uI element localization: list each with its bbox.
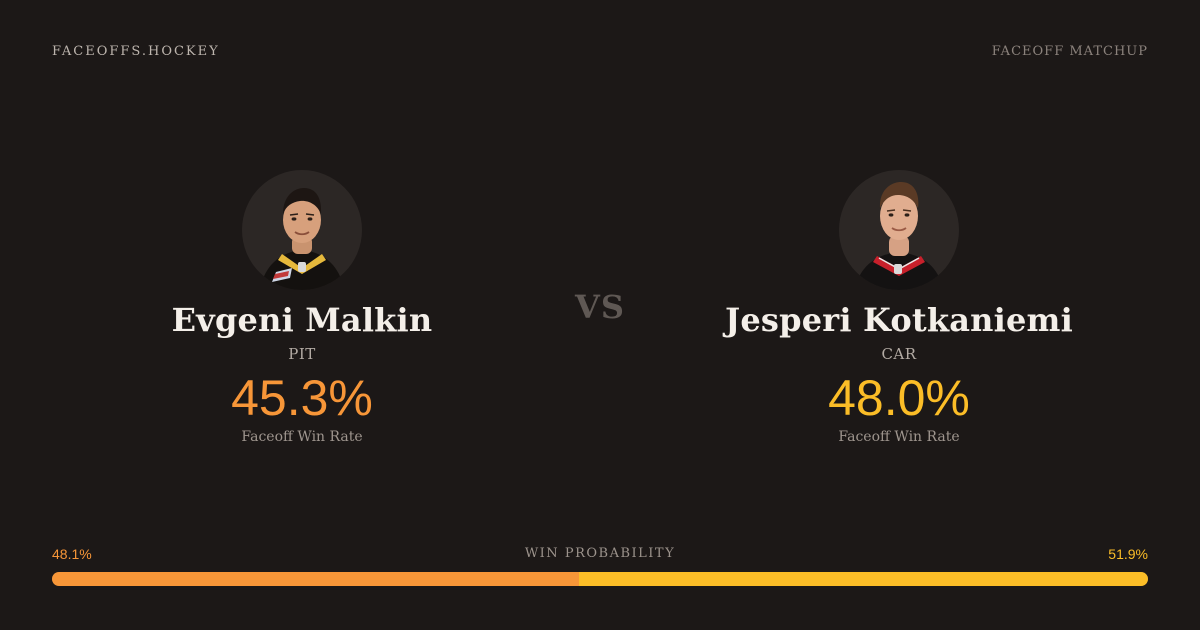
player-headshot-icon: [855, 182, 943, 290]
win-probability-title: WIN PROBABILITY: [524, 546, 676, 561]
faceoff-rate-left: 45.3%: [231, 370, 373, 426]
player-card-left: Evgeni Malkin PIT 45.3% Faceoff Win Rate: [92, 170, 512, 446]
page-label: FACEOFF MATCHUP: [991, 44, 1148, 59]
win-probability-bar-left: [52, 572, 580, 586]
faceoff-rate-right: 48.0%: [828, 370, 970, 426]
win-probability-bar-right: [579, 572, 1148, 586]
win-probability-left: 48.1%: [52, 546, 92, 562]
vs-label: VS: [575, 288, 625, 326]
win-probability-bar: [52, 572, 1148, 586]
win-probability-right: 51.9%: [1108, 546, 1148, 562]
site-brand[interactable]: FACEOFFS.HOCKEY: [52, 44, 220, 59]
player-name-left: Evgeni Malkin: [171, 301, 433, 339]
player-headshot-icon: [260, 188, 344, 290]
player-name-right: Jesperi Kotkaniemi: [725, 301, 1073, 339]
player-team-left: PIT: [288, 345, 316, 363]
player-card-right: Jesperi Kotkaniemi CAR 48.0% Faceoff Win…: [689, 170, 1109, 446]
faceoff-rate-label-right: Faceoff Win Rate: [838, 429, 960, 445]
player-avatar-right: [839, 170, 959, 290]
faceoff-rate-label-left: Faceoff Win Rate: [241, 429, 363, 445]
player-team-right: CAR: [881, 345, 917, 363]
player-avatar-left: [242, 170, 362, 290]
